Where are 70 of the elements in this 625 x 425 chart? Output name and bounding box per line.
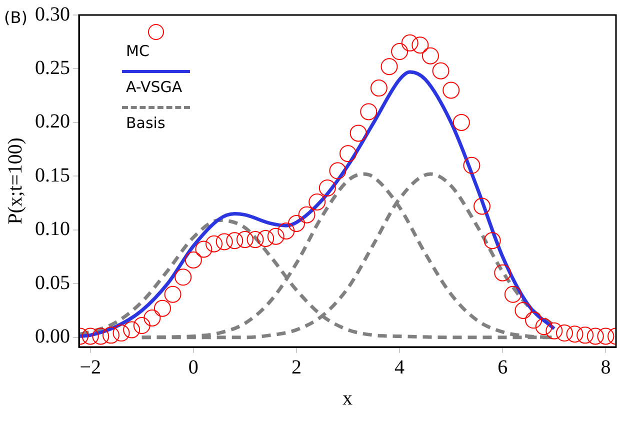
y-tick-label: 0.00 (35, 326, 70, 348)
point (226, 232, 244, 250)
point (535, 318, 552, 336)
point (288, 214, 305, 232)
text: (B) (4, 8, 28, 27)
point (504, 286, 522, 303)
point (112, 324, 130, 342)
y-tick-label: 0.25 (35, 56, 70, 79)
y-tick-label: 0.15 (35, 164, 70, 186)
point (494, 264, 512, 282)
point (452, 114, 470, 131)
y-tick-label: 0.05 (35, 272, 70, 294)
point (267, 228, 284, 245)
x-tick-label: 8 (600, 356, 611, 378)
x-tick-label: 4 (394, 356, 405, 378)
point (174, 268, 192, 286)
legend-label: Basis (125, 114, 166, 132)
y-tick-label: 0.30 (35, 3, 70, 26)
y-tick-label: 0.20 (35, 110, 70, 133)
point (195, 240, 212, 258)
x-tick-label: 2 (291, 356, 302, 378)
point (92, 328, 110, 345)
point (442, 82, 460, 99)
point (164, 286, 182, 303)
point (329, 162, 346, 180)
y-axis-title: P(x;t=100) (4, 138, 26, 224)
point (340, 145, 357, 162)
point (154, 300, 171, 317)
point (391, 43, 408, 60)
point (308, 193, 326, 210)
legend-label: A-VSGA (125, 78, 184, 96)
point (556, 324, 573, 342)
point (298, 206, 316, 224)
point (514, 302, 532, 319)
point (278, 222, 295, 240)
point (133, 317, 150, 334)
point (360, 103, 378, 120)
point (546, 322, 563, 340)
point (380, 58, 398, 76)
x-tick-label: 0 (188, 356, 198, 378)
point (246, 231, 264, 248)
point (586, 328, 604, 345)
x-tick-label: −2 (80, 356, 101, 378)
x-tick-label: 6 (498, 356, 508, 378)
point (216, 233, 233, 250)
point (370, 80, 388, 97)
x-axis-title: x (342, 387, 352, 410)
point (350, 124, 367, 142)
point (566, 326, 584, 343)
point (463, 156, 480, 174)
point (484, 232, 501, 250)
point (184, 251, 202, 268)
legend-label: MC (125, 42, 150, 60)
point (432, 62, 450, 80)
point (82, 328, 99, 345)
point (422, 47, 439, 64)
point (597, 328, 614, 345)
point (257, 230, 274, 247)
point (206, 235, 223, 252)
point (102, 326, 120, 344)
point (474, 198, 491, 215)
point (401, 34, 418, 52)
point (576, 326, 594, 344)
point (525, 312, 542, 329)
point (318, 179, 336, 196)
point (412, 36, 429, 54)
point (236, 231, 254, 248)
y-tick-label: 0.10 (35, 218, 70, 240)
point (123, 321, 140, 338)
point (144, 309, 161, 326)
